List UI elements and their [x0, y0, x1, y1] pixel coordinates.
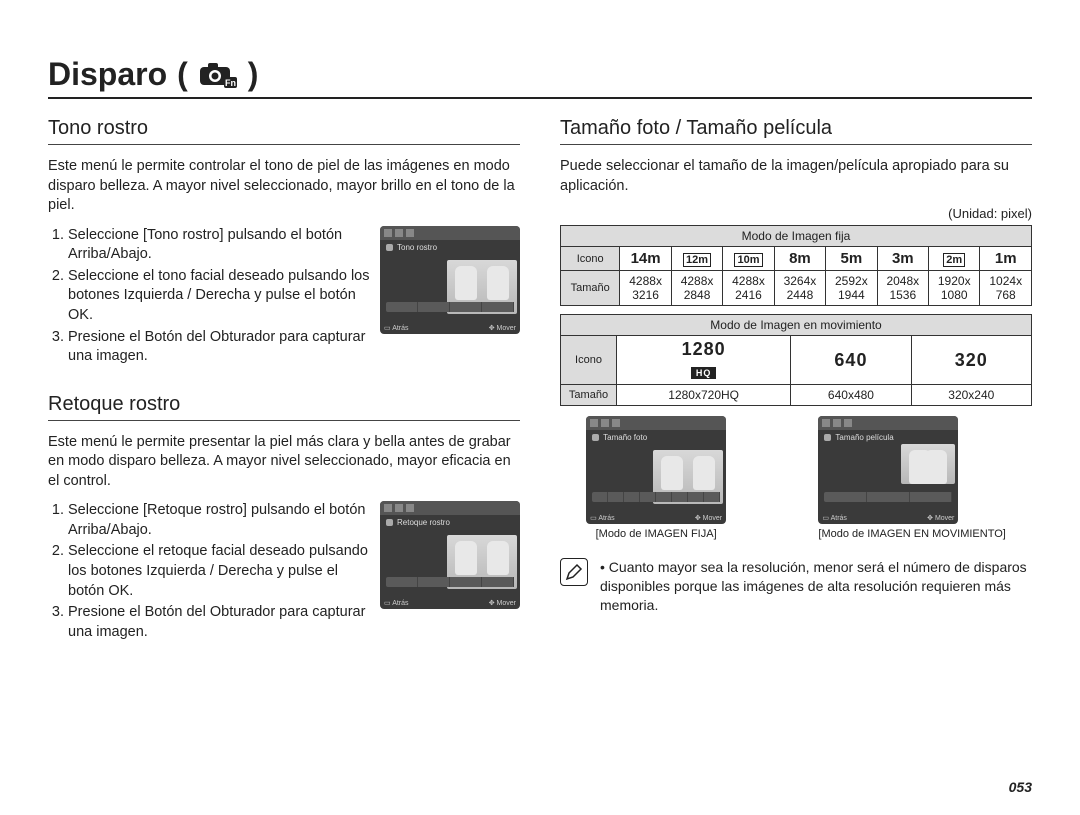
thumb-wrap-still: Tamaño foto ▭ Atrás ✥ Mover [Modo de IMA… — [586, 416, 726, 540]
thumb-move: Mover — [497, 600, 516, 607]
size-cell: 4288x 2848 — [671, 271, 722, 306]
camera-screenshot-still: Tamaño foto ▭ Atrás ✥ Mover — [586, 416, 726, 524]
size-cell: 4288x 2416 — [723, 271, 774, 306]
step: Seleccione [Tono rostro] pulsando el bot… — [68, 226, 370, 265]
camera-fn-icon: Fn — [198, 61, 238, 89]
camera-screenshot-movie: Tamaño película ▭ Atrás ✥ Mover — [818, 416, 958, 524]
pencil-icon — [560, 558, 588, 586]
thumb-back: Atrás — [831, 515, 847, 522]
thumb-move: Mover — [703, 515, 722, 522]
size-icon: 14m — [620, 247, 671, 271]
movie-icon: 320 — [911, 336, 1031, 385]
movie-icon: 640 — [791, 336, 911, 385]
size-icon: 5m — [826, 247, 877, 271]
steps-retoque: Seleccione [Retoque rostro] pulsando el … — [48, 501, 370, 644]
size-icon: 2m — [929, 247, 980, 271]
section-heading-retoque: Retoque rostro — [48, 393, 520, 421]
thumb-back: Atrás — [392, 325, 408, 332]
step: Presione el Botón del Obturador para cap… — [68, 603, 370, 642]
movie-size: 640x480 — [791, 385, 911, 406]
open-paren: ( — [177, 56, 188, 93]
section-heading-tamano: Tamaño foto / Tamaño película — [560, 117, 1032, 145]
unit-label: (Unidad: pixel) — [560, 206, 1032, 221]
nav-icon: ✥ — [489, 600, 495, 607]
size-cell: 4288x 3216 — [620, 271, 671, 306]
thumb-wrap-movie: Tamaño película ▭ Atrás ✥ Mover [Modo de… — [818, 416, 1005, 540]
size-cell: 1024x 768 — [980, 271, 1032, 306]
row-label-size: Tamaño — [561, 271, 620, 306]
thumb-move: Mover — [497, 325, 516, 332]
thumb-menu-label: Tamaño película — [835, 433, 893, 442]
row-label-size: Tamaño — [561, 385, 617, 406]
size-cell: 2048x 1536 — [877, 271, 928, 306]
page-number: 053 — [1009, 779, 1032, 795]
row-label-icon: Icono — [561, 247, 620, 271]
svg-text:Fn: Fn — [225, 78, 236, 88]
intro-tono: Este menú le permite controlar el tono d… — [48, 157, 520, 216]
size-cell: 3264x 2448 — [774, 271, 825, 306]
left-column: Tono rostro Este menú le permite control… — [48, 117, 520, 668]
thumb-menu-label: Tono rostro — [397, 243, 437, 252]
size-cell: 1920x 1080 — [929, 271, 980, 306]
nav-icon: ✥ — [489, 325, 495, 332]
nav-icon: ✥ — [927, 515, 933, 522]
note-block: • Cuanto mayor sea la resolución, menor … — [560, 558, 1032, 615]
intro-tamano: Puede seleccionar el tamaño de la imagen… — [560, 157, 1032, 196]
step: Seleccione el retoque facial deseado pul… — [68, 542, 370, 601]
size-icon: 10m — [723, 247, 774, 271]
movie-size: 320x240 — [911, 385, 1031, 406]
thumb-menu-label: Tamaño foto — [603, 433, 647, 442]
still-header: Modo de Imagen fija — [561, 226, 1032, 247]
thumb-back: Atrás — [598, 515, 614, 522]
menu-icon: ▭ — [822, 515, 829, 522]
size-icon: 3m — [877, 247, 928, 271]
menu-icon: ▭ — [384, 600, 391, 607]
steps-tono: Seleccione [Tono rostro] pulsando el bot… — [48, 226, 370, 369]
section-heading-tono: Tono rostro — [48, 117, 520, 145]
thumb-move: Mover — [935, 515, 954, 522]
step: Seleccione [Retoque rostro] pulsando el … — [68, 501, 370, 540]
intro-retoque: Este menú le permite presentar la piel m… — [48, 433, 520, 492]
menu-icon: ▭ — [590, 515, 597, 522]
movie-size: 1280x720HQ — [617, 385, 791, 406]
movie-header: Modo de Imagen en movimiento — [561, 315, 1032, 336]
size-cell: 2592x 1944 — [826, 271, 877, 306]
step: Presione el Botón del Obturador para cap… — [68, 328, 370, 367]
still-table: Modo de Imagen fija Icono 14m 12m 10m 8m… — [560, 225, 1032, 306]
note-text: • Cuanto mayor sea la resolución, menor … — [600, 558, 1032, 615]
nav-icon: ✥ — [695, 515, 701, 522]
page-title: Disparo ( Fn ) — [48, 56, 1032, 99]
row-label-icon: Icono — [561, 336, 617, 385]
movie-icon: 1280 HQ — [617, 336, 791, 385]
menu-icon: ▭ — [384, 325, 391, 332]
close-paren: ) — [248, 56, 259, 93]
title-text: Disparo — [48, 56, 167, 93]
size-icon: 12m — [671, 247, 722, 271]
step: Seleccione el tono facial deseado pulsan… — [68, 267, 370, 326]
caption-still: [Modo de IMAGEN FIJA] — [586, 528, 726, 540]
camera-screenshot-retoque: Retoque rostro ▭ Atrás ✥ Mover — [380, 501, 520, 609]
size-icon: 1m — [980, 247, 1032, 271]
thumb-menu-label: Retoque rostro — [397, 518, 450, 527]
right-column: Tamaño foto / Tamaño película Puede sele… — [560, 117, 1032, 668]
thumb-back: Atrás — [392, 600, 408, 607]
size-icon: 8m — [774, 247, 825, 271]
movie-table: Modo de Imagen en movimiento Icono 1280 … — [560, 314, 1032, 406]
camera-screenshot-tono: Tono rostro ▭ Atrás ✥ Mover — [380, 226, 520, 334]
caption-movie: [Modo de IMAGEN EN MOVIMIENTO] — [818, 528, 1005, 540]
